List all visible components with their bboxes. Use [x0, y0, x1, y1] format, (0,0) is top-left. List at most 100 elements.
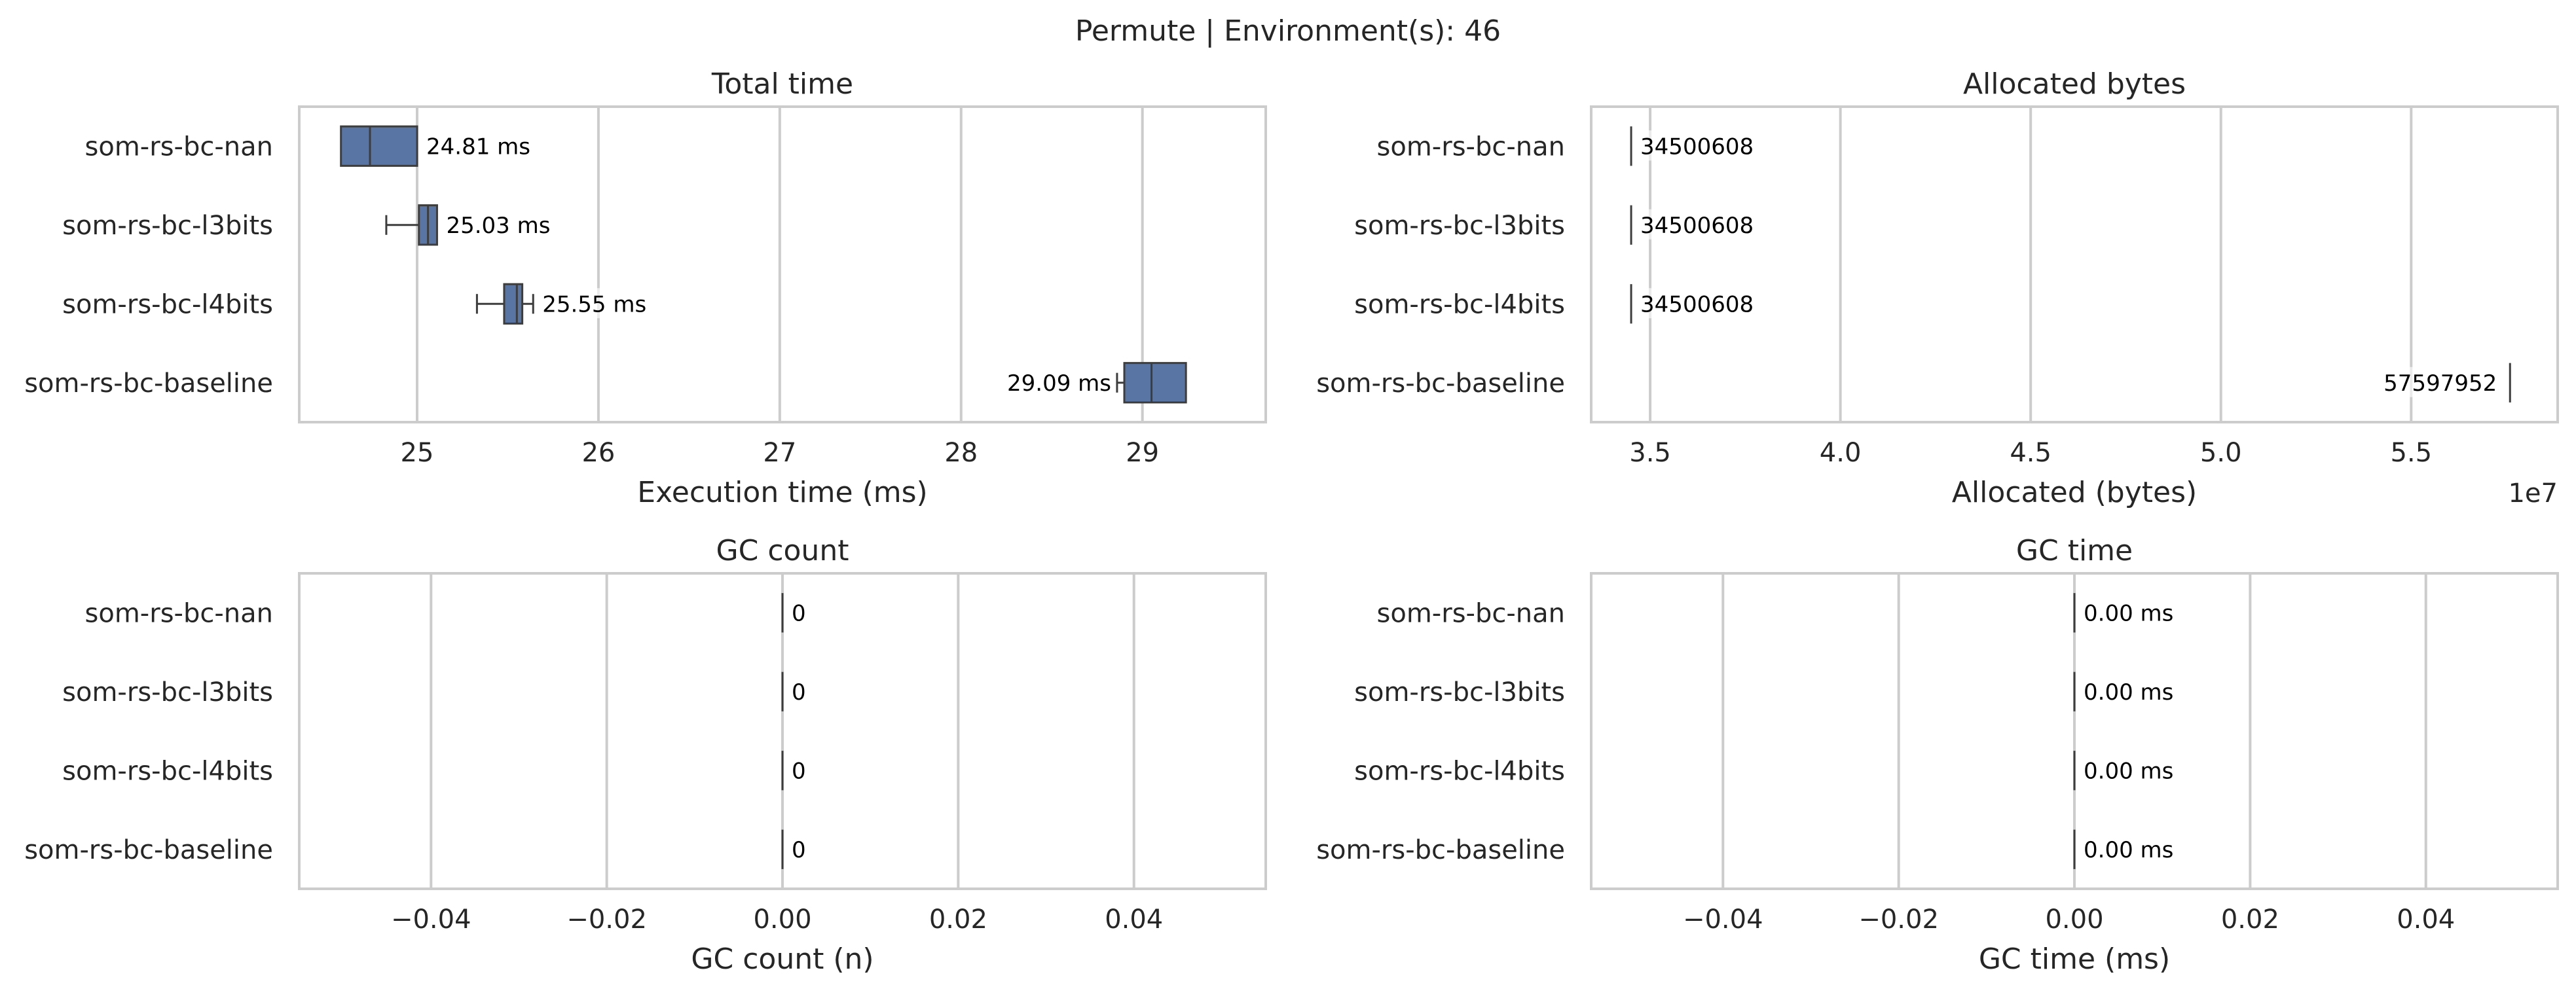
data-label-bg-total-time-0	[424, 130, 530, 161]
box-gc-count-3: 0	[781, 829, 807, 869]
x-tick-label-gc-time-0: −0.04	[1683, 905, 1763, 935]
y-category-label-gc-time-1: som-rs-bc-l3bits	[1354, 677, 1565, 708]
data-label-allocated-bytes-3: 57597952	[2383, 370, 2497, 397]
data-label-gc-time-3: 0.00 ms	[2084, 837, 2173, 863]
x-tick-label-total-time-1: 26	[581, 438, 615, 468]
x-tick-label-allocated-bytes-1: 4.0	[1820, 438, 1862, 468]
data-label-gc-count-3: 0	[792, 837, 806, 863]
box-total-time-1: 25.03 ms	[385, 204, 551, 246]
box-allocated-bytes-3: 57597952	[2383, 363, 2511, 403]
plot-area-allocated-bytes	[1590, 105, 2559, 423]
data-label-total-time-3: 29.09 ms	[1007, 370, 1111, 397]
y-category-label-allocated-bytes-1: som-rs-bc-l3bits	[1354, 211, 1565, 241]
box-gc-time-0: 0.00 ms	[2073, 593, 2175, 633]
box-total-time-2: 25.55 ms	[475, 283, 647, 325]
y-category-label-gc-time-0: som-rs-bc-nan	[1377, 598, 1565, 628]
x-axis-label-gc-count: GC count (n)	[691, 942, 874, 976]
box-total-time-0: 24.81 ms	[340, 125, 530, 167]
box-allocated-bytes-0: 34500608	[1630, 126, 1754, 166]
y-category-label-total-time-1: som-rs-bc-l3bits	[62, 211, 273, 241]
x-tick-label-gc-count-2: 0.00	[753, 905, 811, 935]
x-axis-label-total-time: Execution time (ms)	[637, 476, 927, 509]
box-body-total-time-2	[503, 283, 524, 325]
y-category-label-total-time-3: som-rs-bc-baseline	[24, 368, 273, 399]
y-category-label-total-time-0: som-rs-bc-nan	[85, 132, 273, 162]
x-tick-label-gc-time-4: 0.04	[2397, 905, 2455, 935]
x-tick-label-allocated-bytes-2: 4.5	[2010, 438, 2052, 468]
y-category-label-allocated-bytes-3: som-rs-bc-baseline	[1316, 368, 1565, 399]
x-tick-label-total-time-2: 27	[763, 438, 796, 468]
data-label-bg-allocated-bytes-2	[1638, 288, 1745, 319]
box-allocated-bytes-1: 34500608	[1630, 205, 1754, 245]
data-label-gc-count-2: 0	[792, 758, 806, 784]
box-gc-time-1: 0.00 ms	[2073, 672, 2175, 711]
panel-gc-time: GC time −0.04 −0.02 0.00 0.02 0.04 GC time (ms…	[1316, 534, 2559, 976]
box-body-total-time-0	[340, 125, 418, 167]
y-category-label-gc-count-3: som-rs-bc-baseline	[24, 835, 273, 865]
plot-area-gc-count	[298, 572, 1267, 890]
data-label-gc-time-2: 0.00 ms	[2084, 758, 2173, 784]
panel-title-gc-time: GC time	[2016, 534, 2133, 567]
data-label-total-time-1: 25.03 ms	[446, 213, 550, 239]
box-total-time-3: 29.09 ms	[1007, 362, 1187, 404]
data-label-bg-total-time-3	[1007, 367, 1113, 397]
panel-gc-count: GC count −0.04 −0.02 0.00 0.02 0.04 GC count (…	[24, 534, 1267, 976]
x-tick-label-total-time-3: 28	[944, 438, 978, 468]
data-label-bg-gc-time-2	[2082, 755, 2175, 785]
y-category-label-total-time-2: som-rs-bc-l4bits	[62, 289, 273, 319]
x-tick-label-gc-count-1: −0.02	[566, 905, 647, 935]
y-category-label-gc-count-0: som-rs-bc-nan	[85, 598, 273, 628]
x-tick-label-total-time-4: 29	[1126, 438, 1159, 468]
data-label-bg-allocated-bytes-1	[1638, 209, 1745, 240]
x-tick-label-allocated-bytes-0: 3.5	[1629, 438, 1671, 468]
data-label-bg-total-time-1	[444, 209, 551, 240]
data-label-gc-count-0: 0	[792, 600, 806, 626]
data-label-bg-allocated-bytes-0	[1638, 130, 1745, 161]
panel-title-gc-count: GC count	[716, 534, 849, 567]
panel-title-allocated-bytes: Allocated bytes	[1963, 67, 2186, 101]
x-tick-label-gc-time-1: −0.02	[1858, 905, 1939, 935]
plot-area-total-time	[298, 105, 1267, 423]
x-tick-label-total-time-0: 25	[401, 438, 434, 468]
x-tick-label-allocated-bytes-3: 5.0	[2200, 438, 2242, 468]
y-category-label-gc-count-2: som-rs-bc-l4bits	[62, 756, 273, 786]
data-label-bg-allocated-bytes-3	[2393, 367, 2499, 397]
box-gc-count-1: 0	[781, 672, 807, 711]
box-gc-time-2: 0.00 ms	[2073, 751, 2175, 791]
x-axis-label-gc-time: GC time (ms)	[1979, 942, 2170, 976]
y-category-label-gc-time-2: som-rs-bc-l4bits	[1354, 756, 1565, 786]
data-label-allocated-bytes-2: 34500608	[1640, 291, 1754, 317]
data-label-total-time-2: 25.55 ms	[542, 291, 646, 317]
x-tick-label-gc-time-2: 0.00	[2045, 905, 2103, 935]
panel-total-time: Total time 25 26 27 28 29 Execution time (ms) s…	[24, 67, 1267, 509]
data-label-bg-gc-count-2	[790, 755, 807, 785]
x-tick-label-gc-count-4: 0.04	[1105, 905, 1163, 935]
plot-area-gc-time	[1590, 572, 2559, 890]
box-gc-count-0: 0	[781, 593, 807, 633]
data-label-allocated-bytes-1: 34500608	[1640, 213, 1754, 239]
box-body-total-time-3	[1123, 362, 1187, 404]
data-label-gc-time-1: 0.00 ms	[2084, 679, 2173, 706]
box-gc-count-2: 0	[781, 751, 807, 791]
y-category-label-allocated-bytes-0: som-rs-bc-nan	[1377, 132, 1565, 162]
data-label-bg-gc-time-0	[2082, 597, 2175, 628]
y-category-label-gc-count-1: som-rs-bc-l3bits	[62, 677, 273, 708]
x-axis-offset-allocated-bytes: 1e7	[2508, 478, 2558, 509]
data-label-bg-gc-count-1	[790, 675, 807, 706]
data-label-bg-gc-count-0	[790, 597, 807, 628]
data-label-bg-gc-time-3	[2082, 833, 2175, 864]
data-label-bg-gc-time-1	[2082, 675, 2175, 706]
figure-title: Permute | Environment(s): 46	[1075, 14, 1501, 48]
y-category-label-allocated-bytes-2: som-rs-bc-l4bits	[1354, 289, 1565, 319]
x-tick-label-allocated-bytes-4: 5.5	[2390, 438, 2432, 468]
panel-allocated-bytes: Allocated bytes 3.5 4.0 4.5 5.0 5.5 Allocated …	[1316, 67, 2559, 509]
panel-title-total-time: Total time	[711, 67, 853, 101]
x-tick-label-gc-time-3: 0.02	[2221, 905, 2279, 935]
data-label-bg-total-time-2	[540, 288, 647, 319]
data-label-total-time-0: 24.81 ms	[426, 134, 530, 160]
x-axis-label-allocated-bytes: Allocated (bytes)	[1952, 476, 2197, 509]
y-category-label-gc-time-3: som-rs-bc-baseline	[1316, 835, 1565, 865]
x-tick-label-gc-count-3: 0.02	[929, 905, 987, 935]
box-allocated-bytes-2: 34500608	[1630, 284, 1754, 324]
